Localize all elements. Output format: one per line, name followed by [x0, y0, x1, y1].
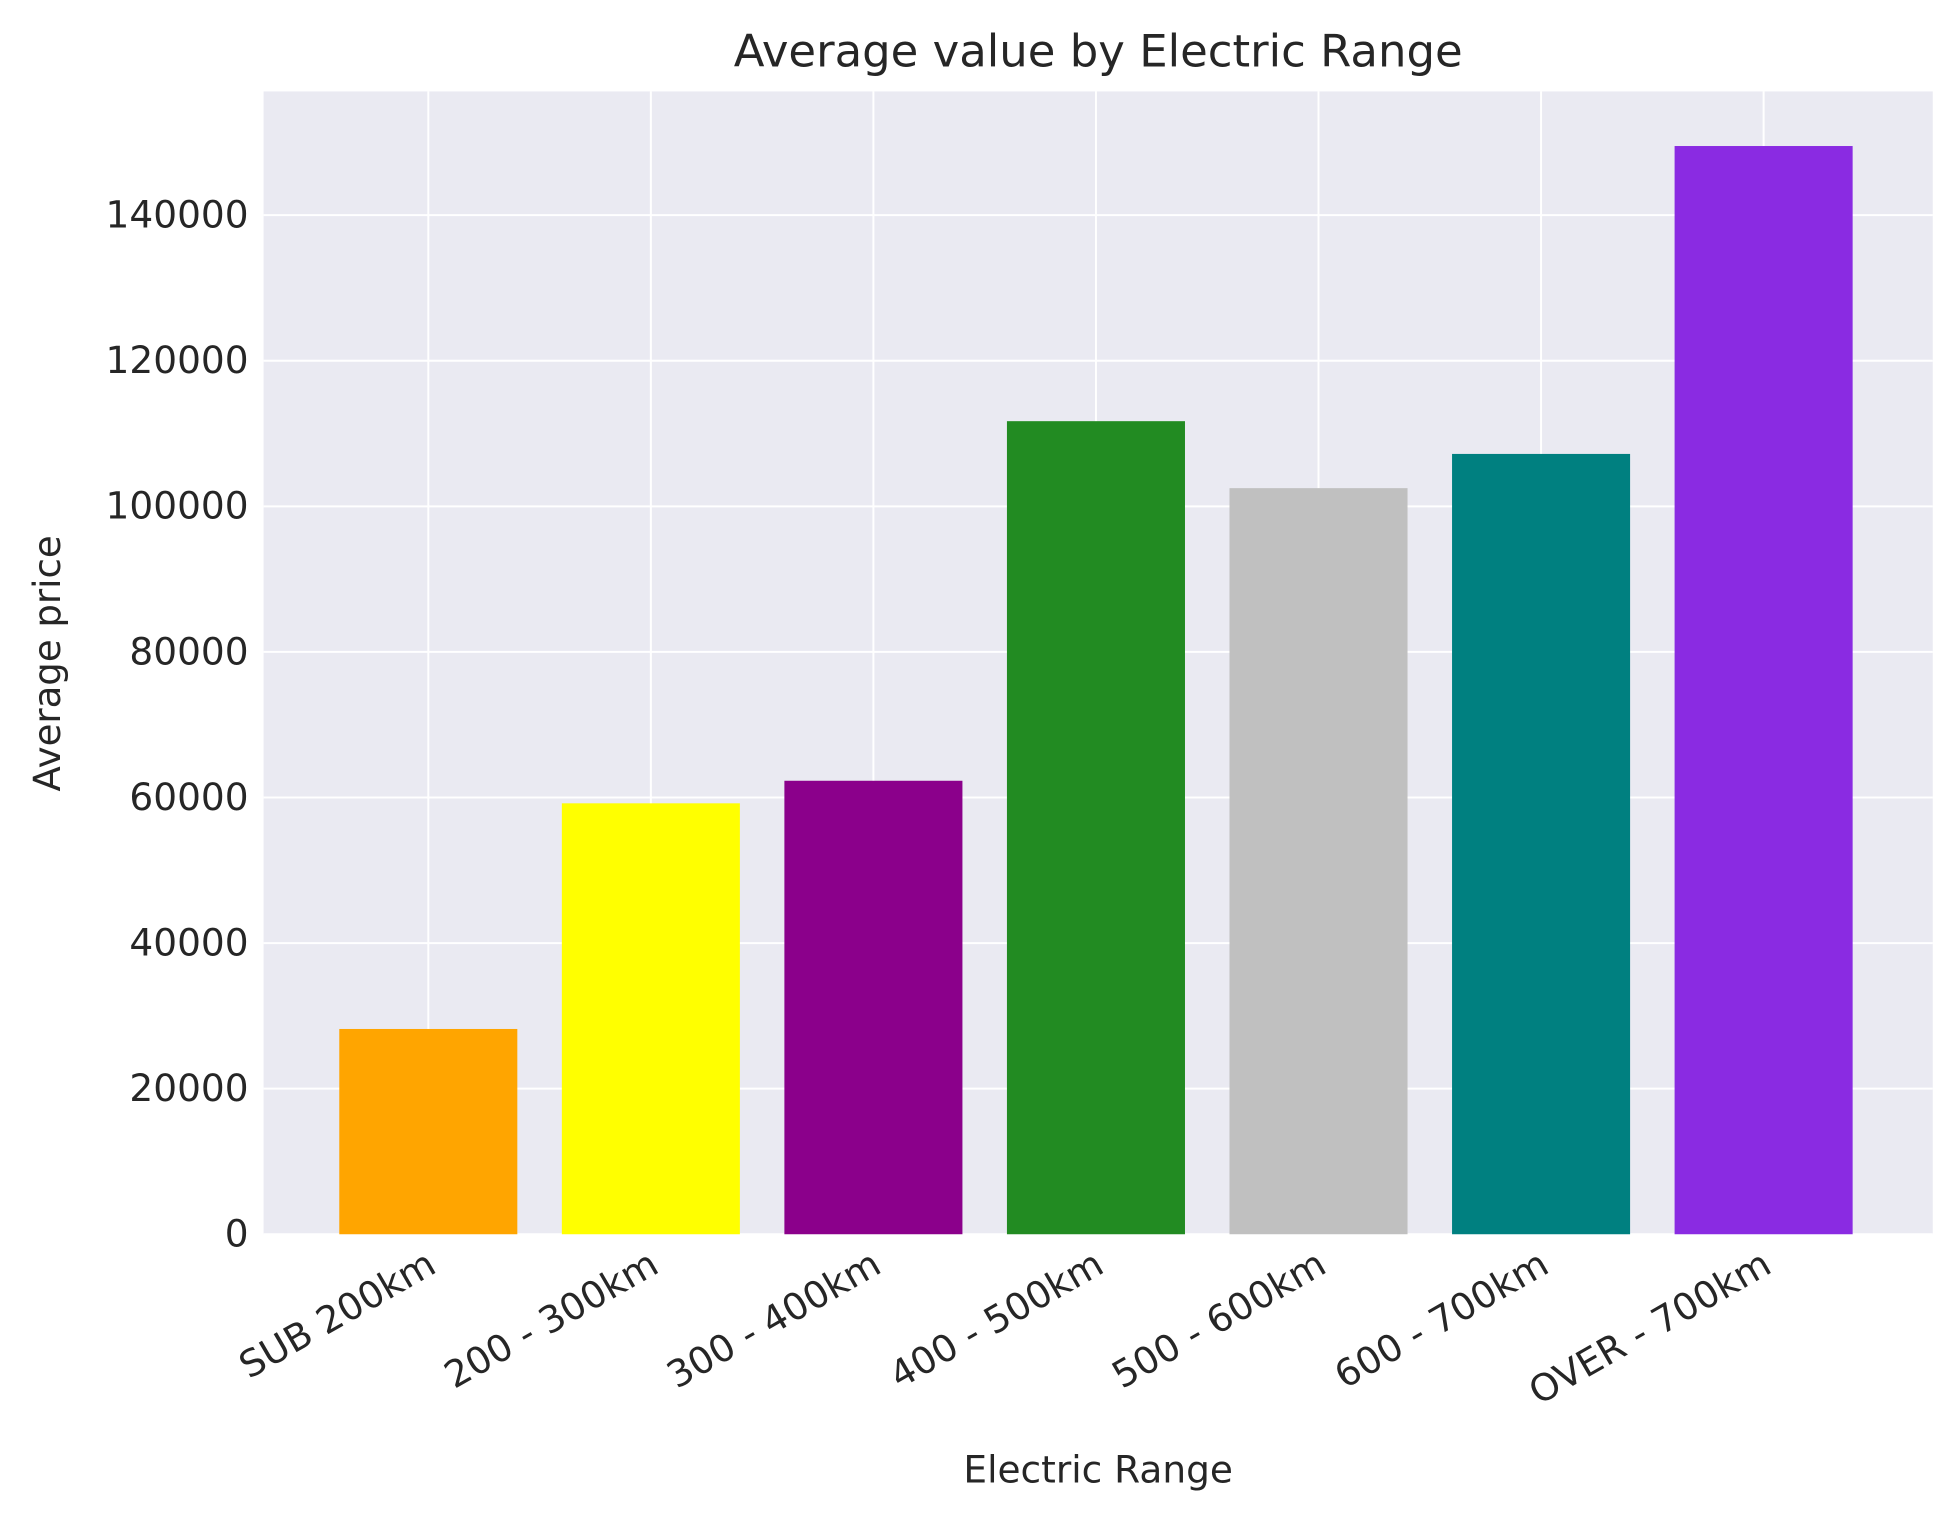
x-tick-label: OVER - 700km — [1521, 1241, 1778, 1413]
y-tick-label: 20000 — [129, 1066, 248, 1110]
y-tick-label: 100000 — [106, 484, 249, 528]
x-tick-label: 200 - 300km — [437, 1241, 666, 1397]
bars — [339, 146, 1853, 1235]
y-tick-label: 120000 — [106, 338, 249, 382]
bar — [1006, 421, 1185, 1235]
x-tick-label: 400 - 500km — [882, 1241, 1111, 1397]
bar — [339, 1028, 518, 1235]
y-tick-label: 80000 — [129, 629, 248, 673]
x-tick-label: 300 - 400km — [659, 1241, 888, 1397]
bar — [1452, 453, 1631, 1235]
y-axis-ticks: 0 20000 40000 60000 80000 100000 120000 140000 — [106, 193, 249, 1256]
y-tick-label: 0 — [225, 1212, 249, 1256]
x-tick-label: 600 - 700km — [1327, 1241, 1556, 1397]
chart-title: Average value by Electric Range — [734, 25, 1463, 78]
x-tick-label: SUB 200km — [231, 1241, 442, 1387]
y-tick-label: 60000 — [129, 775, 248, 819]
y-axis-label: Average price — [25, 535, 69, 791]
bar — [561, 803, 740, 1235]
x-tick-label: 500 - 600km — [1104, 1241, 1333, 1397]
bar — [784, 780, 963, 1235]
bar — [1229, 488, 1408, 1235]
x-axis-label: Electric Range — [963, 1448, 1233, 1492]
y-tick-label: 40000 — [129, 921, 248, 965]
y-tick-label: 140000 — [106, 193, 249, 237]
bar — [1674, 146, 1853, 1235]
